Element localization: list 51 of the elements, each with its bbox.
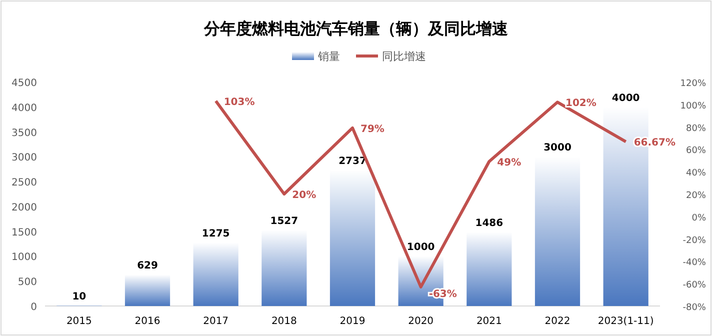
- data-label: 4000: [612, 92, 640, 104]
- y-tick-label: 0: [30, 302, 37, 313]
- y-tick-label: 1000: [12, 252, 37, 264]
- y-tick-label: 500: [18, 277, 37, 288]
- x-tick-label: 2019: [340, 316, 366, 327]
- data-label: 49%: [497, 158, 522, 169]
- data-label: 10: [72, 292, 86, 302]
- y2-tick-label: 80%: [686, 124, 706, 134]
- data-label: 629: [137, 260, 158, 272]
- data-label: 102%: [566, 98, 596, 110]
- data-label: 1486: [475, 218, 504, 230]
- y-tick-label: 2500: [12, 178, 37, 189]
- data-label: 3000: [544, 142, 572, 154]
- x-tick-label: 2022: [544, 316, 570, 327]
- y-tick-label: 3000: [12, 152, 37, 164]
- data-label: 66.67%: [634, 138, 676, 149]
- y-tick-label: 4000: [12, 102, 37, 114]
- data-label: 79%: [360, 124, 384, 135]
- x-tick-label: 2021: [476, 316, 502, 327]
- y-tick-label: 2000: [12, 202, 37, 214]
- y2-tick-label: 20%: [686, 191, 706, 201]
- x-tick-label: 2018: [271, 316, 297, 327]
- y2-tick-label: -20%: [682, 236, 706, 246]
- bar: [193, 242, 238, 306]
- x-tick-label: 2015: [66, 316, 92, 327]
- data-label: 1275: [202, 228, 230, 240]
- y-tick-label: 3500: [12, 128, 37, 139]
- data-label: 1527: [270, 216, 298, 227]
- y2-tick-label: 60%: [686, 146, 706, 156]
- chart-title: 分年度燃料电池汽车销量（辆）及同比增速: [203, 19, 509, 38]
- data-label: 2737: [338, 156, 366, 167]
- data-label: 1000: [406, 242, 435, 254]
- y2-tick-label: 0%: [692, 213, 706, 224]
- y2-tick-label: 100%: [680, 101, 706, 112]
- data-label: 20%: [292, 190, 316, 201]
- y-tick-label: 1500: [12, 227, 37, 238]
- y2-tick-label: 40%: [686, 168, 706, 179]
- y2-tick-label: -40%: [682, 258, 706, 268]
- bar: [124, 274, 170, 306]
- bar: [466, 232, 512, 306]
- x-tick-label: 2016: [134, 316, 160, 327]
- y2-tick-label: 120%: [680, 79, 706, 89]
- legend-label: 同比增速: [382, 50, 426, 63]
- x-tick-label: 2023(1-11): [598, 316, 654, 327]
- y-tick-label: 4500: [12, 78, 37, 89]
- x-tick-label: 2017: [203, 316, 229, 327]
- y2-tick-label: -80%: [682, 303, 706, 313]
- data-label: 103%: [224, 97, 255, 108]
- x-tick-label: 2020: [408, 316, 434, 327]
- y2-tick-label: -60%: [682, 280, 706, 291]
- legend-label: 销量: [317, 50, 340, 63]
